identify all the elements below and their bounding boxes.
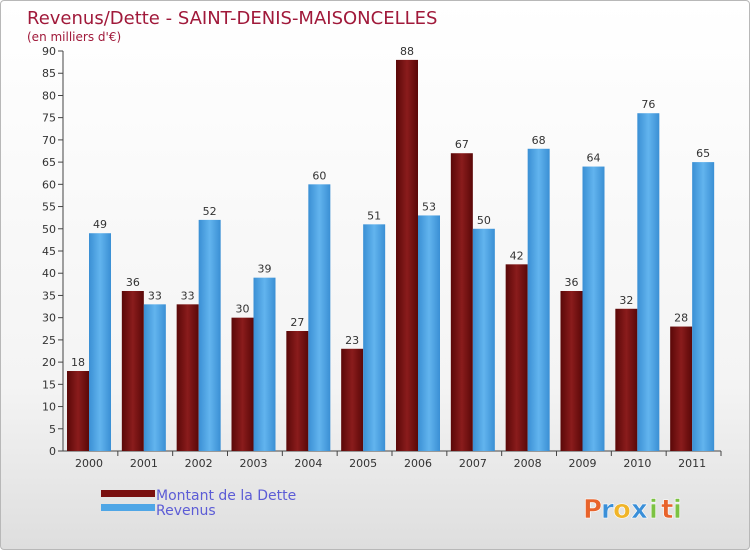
logo-letter: P (583, 495, 602, 525)
bar-revenus-2005 (363, 224, 386, 451)
x-tick-label-2008: 2008 (514, 457, 542, 470)
data-label-revenus-2008: 68 (532, 134, 546, 147)
logo-letter: x (631, 495, 648, 525)
x-tick-label-2010: 2010 (623, 457, 651, 470)
bars: 18 49 36 33 33 52 30 39 27 60 23 51 88 53 67 50 42 68 36 64… (67, 45, 715, 452)
x-tick-label-2003: 2003 (240, 457, 268, 470)
y-tick-label: 90 (42, 45, 56, 58)
data-label-revenus-2007: 50 (477, 214, 491, 227)
y-tick-label: 30 (42, 312, 56, 325)
axes: 0 5 10 15 20 25 30 35 40 45 50 55 60 65 70 75 80 85 90 2000… (42, 45, 722, 470)
data-label-debt-2006: 88 (400, 45, 414, 58)
data-label-revenus-2003: 39 (258, 263, 272, 276)
logo-letter: t (661, 495, 673, 525)
data-label-revenus-2004: 60 (312, 169, 326, 182)
data-label-revenus-2009: 64 (587, 152, 601, 165)
data-label-revenus-2001: 33 (148, 289, 162, 302)
y-tick-label: 0 (49, 445, 56, 458)
bar-debt-2001 (121, 291, 144, 451)
data-label-debt-2009: 36 (565, 276, 579, 289)
data-label-debt-2001: 36 (126, 276, 140, 289)
data-label-debt-2008: 42 (510, 249, 524, 262)
x-tick-label-2006: 2006 (404, 457, 432, 470)
x-tick-label-2007: 2007 (459, 457, 487, 470)
legend: Montant de la Dette Revenus (101, 488, 296, 519)
bar-revenus-2006 (418, 215, 440, 451)
bar-debt-2004 (286, 331, 309, 451)
y-tick-label: 15 (42, 378, 56, 391)
bar-debt-2000 (67, 371, 89, 451)
bar-revenus-2003 (253, 277, 276, 451)
bar-revenus-2002 (198, 219, 221, 451)
y-tick-label: 55 (42, 201, 56, 214)
x-tick-label-2001: 2001 (130, 457, 158, 470)
y-tick-label: 50 (42, 223, 56, 236)
y-tick-label: 40 (42, 267, 56, 280)
y-tick-label: 80 (42, 89, 56, 102)
bar-debt-2002 (176, 304, 199, 451)
data-label-debt-2002: 33 (181, 289, 195, 302)
logo-letter: i (673, 495, 682, 525)
bar-revenus-2010 (637, 113, 660, 451)
data-label-debt-2003: 30 (236, 303, 250, 316)
data-label-debt-2010: 32 (619, 294, 633, 307)
data-label-revenus-2005: 51 (367, 209, 381, 222)
data-label-revenus-2010: 76 (641, 98, 655, 111)
data-label-debt-2007: 67 (455, 138, 469, 151)
proxiti-logo: Pr o x i t i (583, 495, 683, 526)
y-tick-label: 70 (42, 134, 56, 147)
y-tick-label: 75 (42, 112, 56, 125)
x-tick-label-2004: 2004 (294, 457, 322, 470)
legend-label-debt: Montant de la Dette (156, 488, 296, 504)
bar-revenus-2007 (472, 228, 495, 451)
bar-debt-2010 (615, 308, 638, 451)
y-tick-label: 65 (42, 156, 56, 169)
bar-revenus-2004 (308, 184, 331, 452)
data-label-debt-2005: 23 (345, 334, 359, 347)
bar-debt-2009 (560, 291, 583, 451)
x-tick-label-2011: 2011 (678, 457, 706, 470)
data-label-revenus-2000: 49 (93, 218, 107, 231)
x-tick-label-2009: 2009 (569, 457, 597, 470)
chart-title: Revenus/Dette - SAINT-DENIS-MAISONCELLES (27, 8, 437, 29)
data-label-debt-2011: 28 (674, 312, 688, 325)
bar-debt-2006 (396, 59, 418, 452)
data-label-revenus-2006: 53 (422, 200, 436, 213)
y-tick-label: 35 (42, 289, 56, 302)
y-tick-label: 45 (42, 245, 56, 258)
bar-revenus-2001 (143, 304, 166, 451)
logo-letter: i (649, 495, 658, 525)
data-label-debt-2000: 18 (71, 356, 85, 369)
y-tick-label: 85 (42, 67, 56, 80)
y-tick-label: 60 (42, 178, 56, 191)
logo-letter: r (601, 495, 614, 525)
x-tick-label-2002: 2002 (185, 457, 213, 470)
data-label-debt-2004: 27 (290, 316, 304, 329)
y-tick-label: 25 (42, 334, 56, 347)
bar-revenus-2011 (692, 162, 715, 451)
bar-debt-2011 (670, 326, 693, 451)
bar-revenus-2008 (527, 148, 550, 451)
data-label-revenus-2011: 65 (696, 147, 710, 160)
bar-debt-2007 (450, 153, 473, 451)
data-label-revenus-2002: 52 (203, 205, 217, 218)
y-tick-label: 5 (49, 423, 56, 436)
bar-debt-2008 (505, 264, 528, 451)
bar-debt-2003 (231, 317, 254, 451)
x-tick-label-2005: 2005 (349, 457, 377, 470)
chart-subtitle: (en milliers d'€) (27, 30, 121, 44)
bar-revenus-2009 (582, 166, 605, 452)
legend-label-revenus: Revenus (156, 503, 216, 519)
bar-revenus-2000 (89, 233, 111, 451)
legend-swatch-revenus (101, 504, 155, 511)
logo-letter: o (613, 495, 631, 525)
legend-swatch-debt (101, 490, 155, 497)
bar-debt-2005 (341, 348, 364, 451)
x-tick-label-2000: 2000 (75, 457, 103, 470)
y-tick-label: 20 (42, 356, 56, 369)
y-tick-label: 10 (42, 401, 56, 414)
